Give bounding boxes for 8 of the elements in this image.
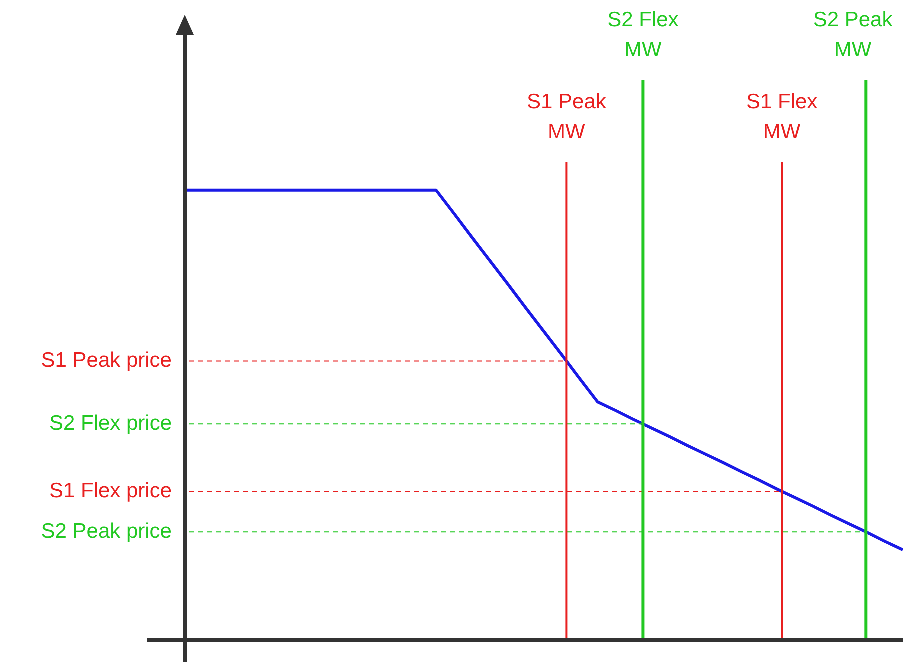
text: S1 Flex MW xyxy=(746,90,818,144)
text: S2 Flex MW xyxy=(608,8,680,62)
text: S2 Peak MW xyxy=(813,8,894,62)
ref-line-label: S1 Peak price xyxy=(41,349,172,372)
ref-line-label: S2 Flex price xyxy=(49,412,172,435)
text: S1 Peak MW xyxy=(526,90,607,144)
ref-line-label: S1 Flex price xyxy=(49,479,172,502)
ref-line-label: S2 Peak price xyxy=(41,520,172,543)
